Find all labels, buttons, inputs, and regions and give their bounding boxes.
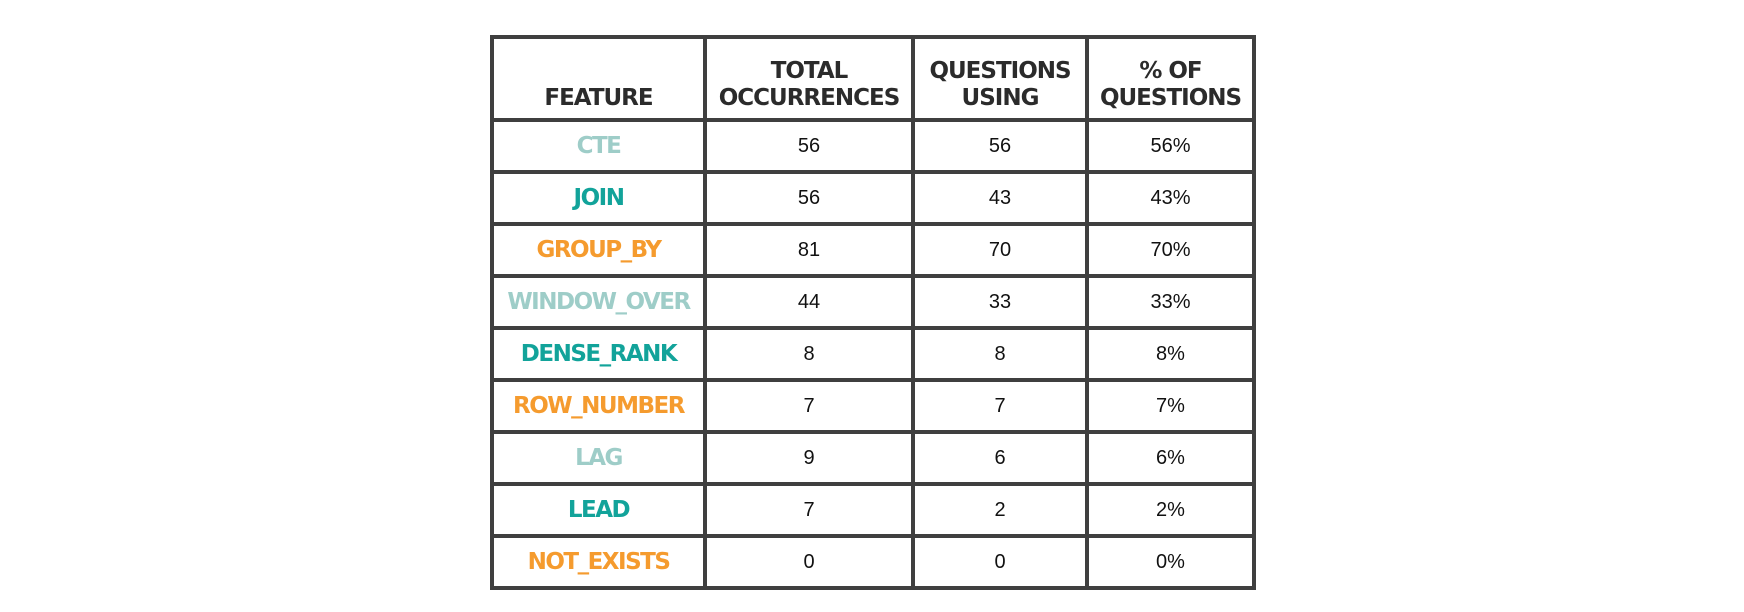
percent-of-questions-cell: 43%: [1085, 170, 1256, 226]
percent-of-questions-cell: 33%: [1085, 274, 1256, 330]
total-occurrences-cell: 0: [703, 534, 915, 590]
questions-using-cell: 0: [911, 534, 1089, 590]
percent-of-questions-cell: 0%: [1085, 534, 1256, 590]
header-feature: Feature: [490, 35, 707, 122]
percent-of-questions-cell: 2%: [1085, 482, 1256, 538]
questions-using-cell: 8: [911, 326, 1089, 382]
questions-using-cell: 6: [911, 430, 1089, 486]
header-total-occurrences: Total Occurrences: [703, 35, 915, 122]
questions-using-cell: 56: [911, 118, 1089, 174]
table-body: CTE 56 56 56% JOIN 56 43 43% GROUP_BY 81 70 70% WIND…: [490, 118, 1256, 590]
feature-usage-table: Feature Total Occurrences Questions Usin…: [490, 35, 1256, 590]
questions-using-cell: 33: [911, 274, 1089, 330]
percent-of-questions-cell: 6%: [1085, 430, 1256, 486]
questions-using-cell: 7: [911, 378, 1089, 434]
total-occurrences-cell: 7: [703, 482, 915, 538]
questions-using-cell: 43: [911, 170, 1089, 226]
header-row: Feature Total Occurrences Questions Usin…: [490, 35, 1256, 122]
total-occurrences-cell: 56: [703, 170, 915, 226]
feature-cell: GROUP_BY: [490, 222, 707, 278]
table-row: LAG 9 6 6%: [490, 430, 1256, 486]
feature-cell: WINDOW_OVER: [490, 274, 707, 330]
questions-using-cell: 70: [911, 222, 1089, 278]
percent-of-questions-cell: 7%: [1085, 378, 1256, 434]
table-row: WINDOW_OVER 44 33 33%: [490, 274, 1256, 330]
table-row: ROW_NUMBER 7 7 7%: [490, 378, 1256, 434]
feature-cell: LEAD: [490, 482, 707, 538]
feature-cell: DENSE_RANK: [490, 326, 707, 382]
percent-of-questions-cell: 70%: [1085, 222, 1256, 278]
feature-cell: CTE: [490, 118, 707, 174]
total-occurrences-cell: 7: [703, 378, 915, 434]
questions-using-cell: 2: [911, 482, 1089, 538]
table-row: LEAD 7 2 2%: [490, 482, 1256, 538]
header-percent-of-questions: % of Questions: [1085, 35, 1256, 122]
feature-cell: ROW_NUMBER: [490, 378, 707, 434]
header-questions-using: Questions Using: [911, 35, 1089, 122]
table-row: JOIN 56 43 43%: [490, 170, 1256, 226]
total-occurrences-cell: 81: [703, 222, 915, 278]
feature-cell: JOIN: [490, 170, 707, 226]
feature-cell: NOT_EXISTS: [490, 534, 707, 590]
table-row: NOT_EXISTS 0 0 0%: [490, 534, 1256, 590]
total-occurrences-cell: 56: [703, 118, 915, 174]
percent-of-questions-cell: 56%: [1085, 118, 1256, 174]
feature-cell: LAG: [490, 430, 707, 486]
total-occurrences-cell: 44: [703, 274, 915, 330]
percent-of-questions-cell: 8%: [1085, 326, 1256, 382]
table-row: GROUP_BY 81 70 70%: [490, 222, 1256, 278]
total-occurrences-cell: 9: [703, 430, 915, 486]
table-row: CTE 56 56 56%: [490, 118, 1256, 174]
table-row: DENSE_RANK 8 8 8%: [490, 326, 1256, 382]
total-occurrences-cell: 8: [703, 326, 915, 382]
